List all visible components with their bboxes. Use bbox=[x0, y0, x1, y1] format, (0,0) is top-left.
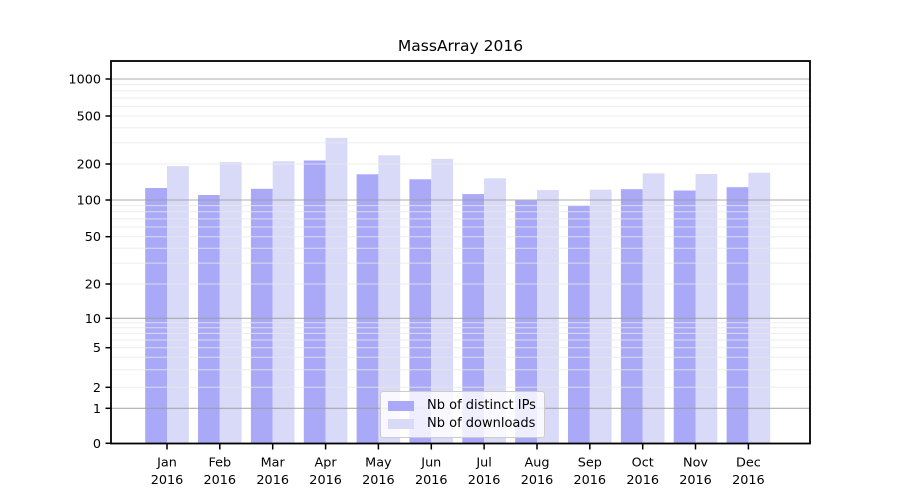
y-tick-label: 0 bbox=[93, 437, 101, 452]
bar-nb-of-distinct-ips-feb-2016 bbox=[198, 195, 220, 444]
x-tick-label: Nov 2016 bbox=[679, 456, 712, 489]
bar-nb-of-downloads-feb-2016 bbox=[219, 162, 242, 444]
y-tick-label: 2 bbox=[93, 381, 101, 396]
x-tick-label: Oct 2016 bbox=[626, 456, 659, 489]
bar-nb-of-downloads-jun-2016 bbox=[431, 158, 454, 444]
y-tick-label: 100 bbox=[77, 194, 101, 209]
bar-nb-of-distinct-ips-oct-2016 bbox=[620, 189, 643, 444]
y-tick-label: 50 bbox=[85, 230, 101, 245]
bar-nb-of-downloads-mar-2016 bbox=[272, 161, 295, 444]
y-tick-label: 1000 bbox=[68, 73, 101, 88]
x-tick-label: Dec 2016 bbox=[732, 456, 765, 489]
bar-nb-of-downloads-jan-2016 bbox=[167, 166, 189, 444]
bar-nb-of-distinct-ips-jan-2016 bbox=[145, 188, 167, 444]
chart-title: MassArray 2016 bbox=[397, 37, 524, 55]
legend-item-distinct-ips: Nb of distinct IPs bbox=[388, 397, 536, 415]
bar-nb-of-distinct-ips-apr-2016 bbox=[303, 160, 326, 444]
bar-nb-of-downloads-sep-2016 bbox=[589, 189, 612, 444]
legend-label-distinct-ips: Nb of distinct IPs bbox=[427, 398, 536, 413]
y-tick-label: 200 bbox=[77, 158, 101, 173]
y-tick-label: 10 bbox=[85, 312, 101, 327]
y-tick-label: 1 bbox=[93, 402, 101, 417]
bar-nb-of-downloads-jul-2016 bbox=[484, 178, 506, 444]
plot-border bbox=[110, 60, 811, 445]
bar-nb-of-distinct-ips-dec-2016 bbox=[726, 187, 749, 444]
legend-swatch-downloads bbox=[388, 419, 414, 429]
x-tick-label: Aug 2016 bbox=[521, 456, 554, 489]
legend-label-downloads: Nb of downloads bbox=[427, 416, 536, 431]
bar-nb-of-distinct-ips-sep-2016 bbox=[568, 205, 590, 444]
y-tick-label: 5 bbox=[93, 341, 101, 356]
x-tick-label: Jun 2016 bbox=[415, 456, 448, 489]
bar-nb-of-distinct-ips-nov-2016 bbox=[673, 190, 696, 444]
bar-nb-of-downloads-aug-2016 bbox=[537, 190, 559, 444]
x-tick-label: Jul 2016 bbox=[468, 456, 501, 489]
x-tick-label: Jan 2016 bbox=[151, 456, 184, 489]
bar-nb-of-distinct-ips-aug-2016 bbox=[515, 200, 537, 444]
bar-nb-of-downloads-apr-2016 bbox=[325, 137, 348, 444]
bar-nb-of-distinct-ips-mar-2016 bbox=[250, 188, 273, 444]
bar-nb-of-downloads-nov-2016 bbox=[695, 174, 718, 444]
legend-item-downloads: Nb of downloads bbox=[388, 415, 536, 433]
y-tick-label: 20 bbox=[85, 278, 101, 293]
x-tick-label: Sep 2016 bbox=[574, 456, 607, 489]
legend-swatch-distinct-ips bbox=[388, 401, 414, 411]
legend: Nb of distinct IPs Nb of downloads bbox=[380, 391, 545, 438]
x-tick-label: Apr 2016 bbox=[309, 456, 342, 489]
x-tick-label: Mar 2016 bbox=[256, 456, 289, 489]
bar-nb-of-distinct-ips-may-2016 bbox=[356, 174, 379, 444]
x-tick-label: Feb 2016 bbox=[204, 456, 237, 489]
bar-nb-of-distinct-ips-jun-2016 bbox=[409, 179, 432, 444]
x-tick-label: May 2016 bbox=[362, 456, 395, 489]
y-tick-label: 500 bbox=[77, 110, 101, 125]
bar-nb-of-downloads-oct-2016 bbox=[642, 173, 665, 444]
bar-nb-of-downloads-dec-2016 bbox=[748, 172, 771, 444]
